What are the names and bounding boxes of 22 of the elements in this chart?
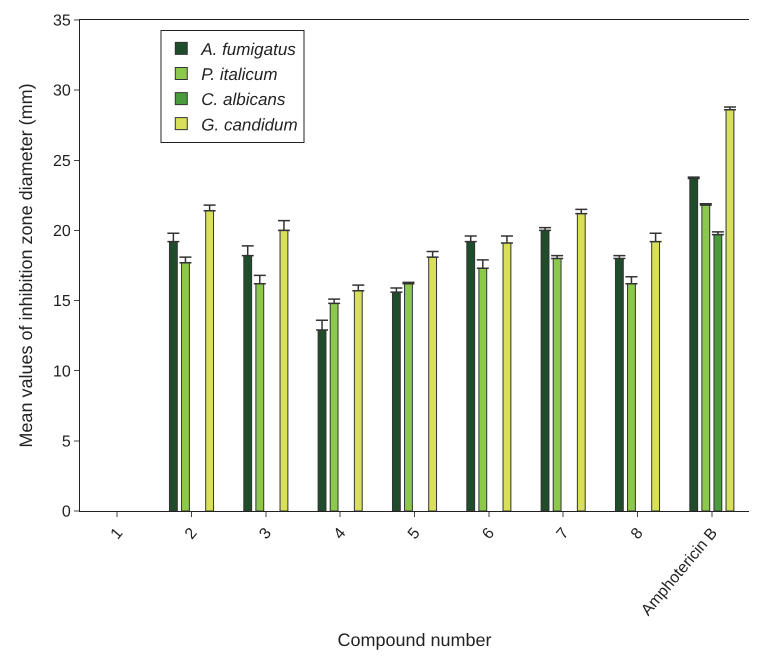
y-tick-label: 15 [53, 293, 71, 310]
y-tick-label: 10 [53, 363, 71, 380]
x-tick-label: 6 [479, 524, 498, 543]
x-tick-label: 2 [182, 524, 201, 543]
x-tick-label: 4 [330, 524, 350, 543]
y-tick-label: 25 [53, 152, 71, 170]
legend-label: A. fumigatus [200, 40, 296, 59]
x-tick-label: 1 [108, 524, 126, 543]
y-tick-label: 5 [62, 433, 71, 450]
y-tick-label: 30 [53, 82, 71, 100]
x-tick-label: 8 [628, 524, 647, 543]
y-tick-label: 20 [53, 223, 71, 240]
x-tick-label: 5 [404, 524, 424, 543]
legend-label: P. italicum [201, 65, 278, 84]
x-axis-title: Compound number [337, 630, 492, 650]
x-tick-label: 7 [554, 524, 572, 543]
y-axis-title: Mean values of inhibition zone diameter (mm) [16, 83, 36, 448]
y-tick-label: 35 [53, 12, 71, 30]
x-tick-label: 3 [256, 524, 276, 543]
legend-label: G. candidum [201, 115, 298, 134]
legend-label: C. albicans [201, 90, 286, 110]
y-tick-label: 0 [62, 504, 71, 521]
